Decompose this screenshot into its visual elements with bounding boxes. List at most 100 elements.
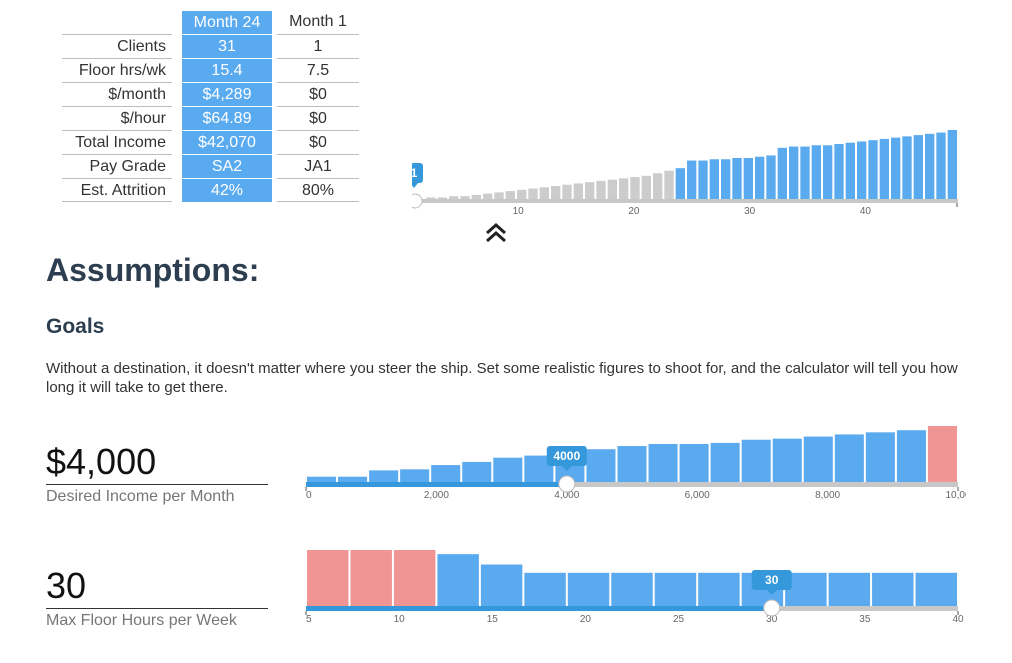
chart-bar	[698, 572, 740, 606]
chart-bar	[936, 132, 946, 200]
axis-tick-label: 20	[628, 206, 640, 217]
axis-tick-label: 5	[306, 614, 312, 624]
month-slider-handle[interactable]	[412, 193, 423, 209]
chart-bar	[743, 158, 753, 200]
projection-chart[interactable]: 10 20 30 40 1	[412, 120, 958, 220]
chart-bar	[551, 186, 561, 200]
month1-value: $0	[277, 106, 359, 130]
row-label: Pay Grade	[62, 154, 172, 178]
axis-tick-label: 40	[860, 206, 872, 217]
chart-bar	[573, 183, 583, 200]
slider-value-bubble	[546, 446, 587, 466]
axis-tick-label: 15	[487, 614, 499, 624]
chart-bar	[480, 564, 523, 606]
chart-bar	[789, 146, 799, 200]
slider-fill	[306, 482, 567, 487]
axis-tick-label: 30	[744, 206, 756, 217]
axis-tick-label: 8,000	[815, 490, 840, 500]
desired-income-caption: Desired Income per Month	[46, 488, 235, 505]
chart-bar	[426, 197, 436, 200]
chart-bar	[585, 182, 595, 200]
max-hours-underline	[46, 608, 268, 609]
chart-bar	[494, 192, 504, 200]
slider-track[interactable]	[414, 199, 958, 203]
row-label: $/month	[62, 82, 172, 106]
slider-handle[interactable]	[558, 475, 576, 493]
month1-value: $0	[277, 82, 359, 106]
chart-bar	[449, 196, 459, 200]
axis-tick-label: 2,000	[424, 490, 449, 500]
chart-bar	[338, 476, 368, 482]
chart-bar	[437, 554, 479, 606]
axis-tick-label: 10,00	[945, 490, 966, 500]
chart-bar	[611, 572, 653, 606]
row-label: Floor hrs/wk	[62, 58, 172, 82]
chart-bar	[493, 457, 523, 482]
chart-bar	[698, 160, 708, 200]
axis-tick-label: 30	[766, 614, 778, 624]
chart-bar	[925, 133, 935, 200]
chart-bar	[460, 196, 470, 200]
month1-value: $0	[277, 130, 359, 154]
chart-bar	[755, 156, 765, 200]
chart-bar	[915, 572, 957, 606]
hours-slider-chart[interactable]: 5 10 15 20 25 30 35 40 30	[304, 528, 966, 624]
chart-bar	[654, 572, 697, 606]
month24-value: 42%	[182, 178, 272, 202]
axis-tick-label: 4,000	[554, 490, 579, 500]
axis-tick-label: 0	[306, 490, 312, 500]
chart-bar	[823, 145, 833, 200]
slider-bubble-pointer	[412, 183, 418, 188]
chart-bar	[596, 180, 606, 200]
chart-bar	[431, 465, 461, 482]
header-month24[interactable]: Month 24	[182, 10, 272, 34]
slider-handle[interactable]	[763, 599, 781, 617]
month1-value: 80%	[277, 178, 359, 202]
slider-value-bubble	[751, 570, 792, 590]
row-label: Est. Attrition	[62, 178, 172, 202]
slider-value-label: 1	[412, 166, 418, 180]
slider-value-label: 30	[765, 573, 779, 587]
chart-bar	[539, 187, 549, 200]
slider-fill	[306, 606, 772, 611]
chart-bar	[607, 179, 617, 200]
chart-bar	[721, 159, 731, 200]
chart-bar	[307, 550, 349, 606]
header-month1[interactable]: Month 1	[289, 13, 347, 30]
chart-bar	[664, 170, 674, 200]
chart-bar	[927, 426, 957, 482]
chart-bar	[845, 142, 855, 200]
chart-bar	[400, 469, 430, 482]
chart-bar	[648, 443, 678, 482]
chart-bar	[772, 438, 802, 482]
chart-bar	[617, 446, 647, 482]
chart-bar	[687, 160, 697, 200]
chart-bar	[483, 193, 493, 200]
chart-bar	[872, 572, 914, 606]
axis-tick-label: 25	[673, 614, 685, 624]
slider-track[interactable]	[306, 482, 958, 487]
chevron-double-up-icon[interactable]	[484, 222, 508, 244]
chart-bar	[709, 159, 719, 200]
chart-bar	[517, 189, 527, 200]
chart-bar	[679, 443, 709, 482]
month24-value: SA2	[182, 154, 272, 178]
chart-bar	[393, 550, 436, 606]
chart-bar	[471, 194, 481, 200]
chart-bar	[619, 178, 629, 200]
slider-bubble-pointer	[766, 590, 777, 595]
chart-bar	[437, 197, 447, 200]
axis-tick-label: 10	[513, 206, 525, 217]
month1-value: 1	[277, 34, 359, 58]
axis-tick-label: 10	[394, 614, 406, 624]
chart-bar	[307, 476, 337, 482]
chart-bar	[891, 137, 901, 200]
slider-value-bubble	[412, 163, 423, 183]
header-spacer	[62, 10, 172, 34]
income-slider-chart[interactable]: 0 2,000 4,000 6,000 8,000 10,00 4000	[304, 404, 966, 500]
goals-description: Without a destination, it doesn't matter…	[46, 360, 958, 396]
axis-tick-label: 20	[580, 614, 592, 624]
chart-bar	[800, 146, 810, 200]
chart-bar	[947, 130, 957, 200]
chart-bar	[896, 430, 926, 482]
